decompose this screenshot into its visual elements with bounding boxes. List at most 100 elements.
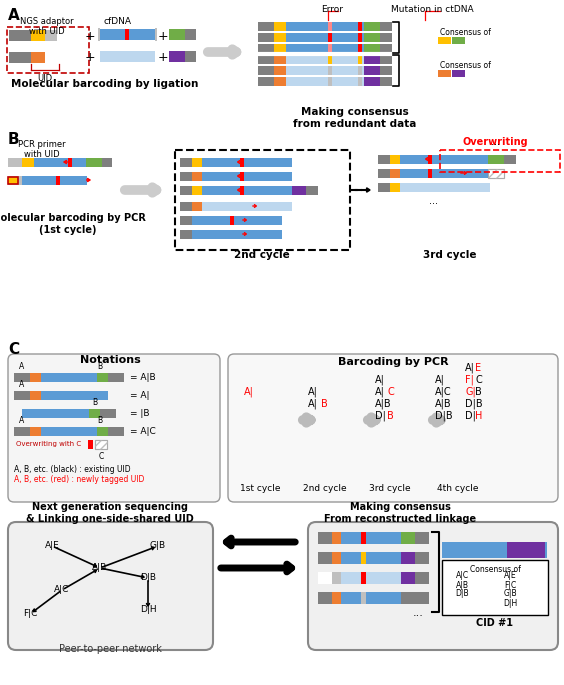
Bar bbox=[45, 30, 57, 41]
Text: NGS adaptor
with UID: NGS adaptor with UID bbox=[20, 17, 74, 36]
Bar bbox=[358, 77, 362, 86]
Bar bbox=[286, 55, 364, 64]
Bar bbox=[364, 44, 380, 53]
Bar bbox=[274, 33, 286, 42]
Bar bbox=[185, 29, 196, 40]
Bar bbox=[428, 169, 432, 178]
Bar bbox=[378, 183, 390, 192]
Bar bbox=[98, 28, 100, 41]
Bar bbox=[341, 572, 401, 584]
Bar bbox=[180, 202, 192, 211]
Text: A|B: A|B bbox=[375, 399, 391, 409]
Bar bbox=[180, 230, 192, 239]
Text: Consensus of: Consensus of bbox=[470, 565, 521, 574]
Bar bbox=[192, 216, 282, 225]
Bar bbox=[202, 202, 292, 211]
Bar bbox=[41, 391, 108, 400]
Text: D|H: D|H bbox=[503, 599, 517, 608]
Text: B: B bbox=[98, 416, 103, 425]
Bar bbox=[31, 30, 45, 41]
Text: cfDNA: cfDNA bbox=[104, 17, 132, 26]
Bar bbox=[442, 542, 547, 558]
Bar bbox=[358, 22, 362, 31]
Text: B: B bbox=[8, 132, 20, 147]
Text: D|: D| bbox=[465, 411, 476, 421]
Bar bbox=[328, 77, 332, 86]
Text: = |B: = |B bbox=[130, 408, 149, 417]
Bar bbox=[56, 176, 60, 185]
Text: A|B: A|B bbox=[435, 399, 452, 409]
Bar bbox=[328, 66, 332, 75]
Text: E: E bbox=[475, 363, 481, 373]
Text: = A|C: = A|C bbox=[130, 427, 156, 436]
Bar bbox=[14, 391, 30, 400]
Text: Overwriting with C: Overwriting with C bbox=[16, 441, 81, 447]
Bar bbox=[400, 183, 490, 192]
Bar bbox=[364, 33, 380, 42]
Bar bbox=[185, 51, 196, 62]
Text: Error: Error bbox=[321, 5, 343, 14]
Text: F|: F| bbox=[465, 375, 474, 385]
Bar bbox=[401, 592, 415, 604]
Bar bbox=[361, 552, 366, 564]
Bar bbox=[8, 176, 22, 185]
Bar bbox=[286, 44, 364, 53]
Text: = A|: = A| bbox=[130, 390, 149, 399]
Bar bbox=[274, 55, 286, 64]
Bar bbox=[318, 572, 332, 584]
Bar bbox=[30, 427, 41, 436]
Bar bbox=[125, 29, 129, 40]
Bar bbox=[30, 391, 41, 400]
Text: A, B, etc. (red) : newly tagged UID: A, B, etc. (red) : newly tagged UID bbox=[14, 475, 144, 484]
Bar bbox=[95, 440, 107, 449]
Text: Overwriting: Overwriting bbox=[462, 137, 528, 147]
FancyBboxPatch shape bbox=[228, 354, 558, 502]
Bar bbox=[318, 532, 332, 544]
Bar bbox=[364, 55, 380, 64]
Bar bbox=[240, 158, 244, 167]
Bar bbox=[507, 542, 545, 558]
Text: Mutation in ctDNA: Mutation in ctDNA bbox=[391, 5, 473, 14]
Text: C: C bbox=[8, 342, 19, 357]
Text: 2nd cycle: 2nd cycle bbox=[234, 250, 290, 260]
Text: A|C: A|C bbox=[456, 571, 469, 580]
Bar bbox=[89, 409, 100, 418]
Bar bbox=[192, 172, 202, 181]
Bar bbox=[415, 552, 429, 564]
Text: B: B bbox=[98, 362, 103, 371]
Bar bbox=[380, 55, 392, 64]
Bar bbox=[415, 572, 429, 584]
Text: A: A bbox=[8, 8, 20, 23]
Bar bbox=[155, 28, 157, 41]
Bar bbox=[358, 66, 362, 75]
Text: 4th cycle: 4th cycle bbox=[437, 484, 479, 493]
Text: A|: A| bbox=[308, 399, 318, 409]
Bar bbox=[22, 176, 87, 185]
Text: A|: A| bbox=[308, 387, 318, 397]
Bar bbox=[332, 552, 341, 564]
Text: UID: UID bbox=[37, 74, 52, 83]
Bar bbox=[306, 186, 318, 195]
Text: D|B: D|B bbox=[465, 399, 483, 409]
Text: A: A bbox=[19, 380, 25, 389]
Bar bbox=[361, 572, 366, 584]
Bar bbox=[401, 552, 415, 564]
Bar bbox=[380, 33, 392, 42]
Text: A|E: A|E bbox=[504, 571, 516, 580]
Bar bbox=[100, 409, 116, 418]
Bar bbox=[192, 230, 282, 239]
Text: +: + bbox=[158, 29, 168, 42]
Bar bbox=[8, 177, 18, 184]
Text: PCR primer
with UID: PCR primer with UID bbox=[18, 140, 66, 160]
Bar bbox=[378, 155, 390, 164]
Bar bbox=[364, 77, 380, 86]
Bar bbox=[358, 33, 362, 42]
Bar bbox=[22, 409, 89, 418]
Bar bbox=[328, 44, 332, 53]
Bar bbox=[258, 33, 274, 42]
Text: +: + bbox=[158, 51, 168, 64]
Text: B: B bbox=[92, 398, 98, 407]
Bar bbox=[202, 172, 292, 181]
Bar bbox=[341, 532, 401, 544]
Bar bbox=[14, 427, 30, 436]
